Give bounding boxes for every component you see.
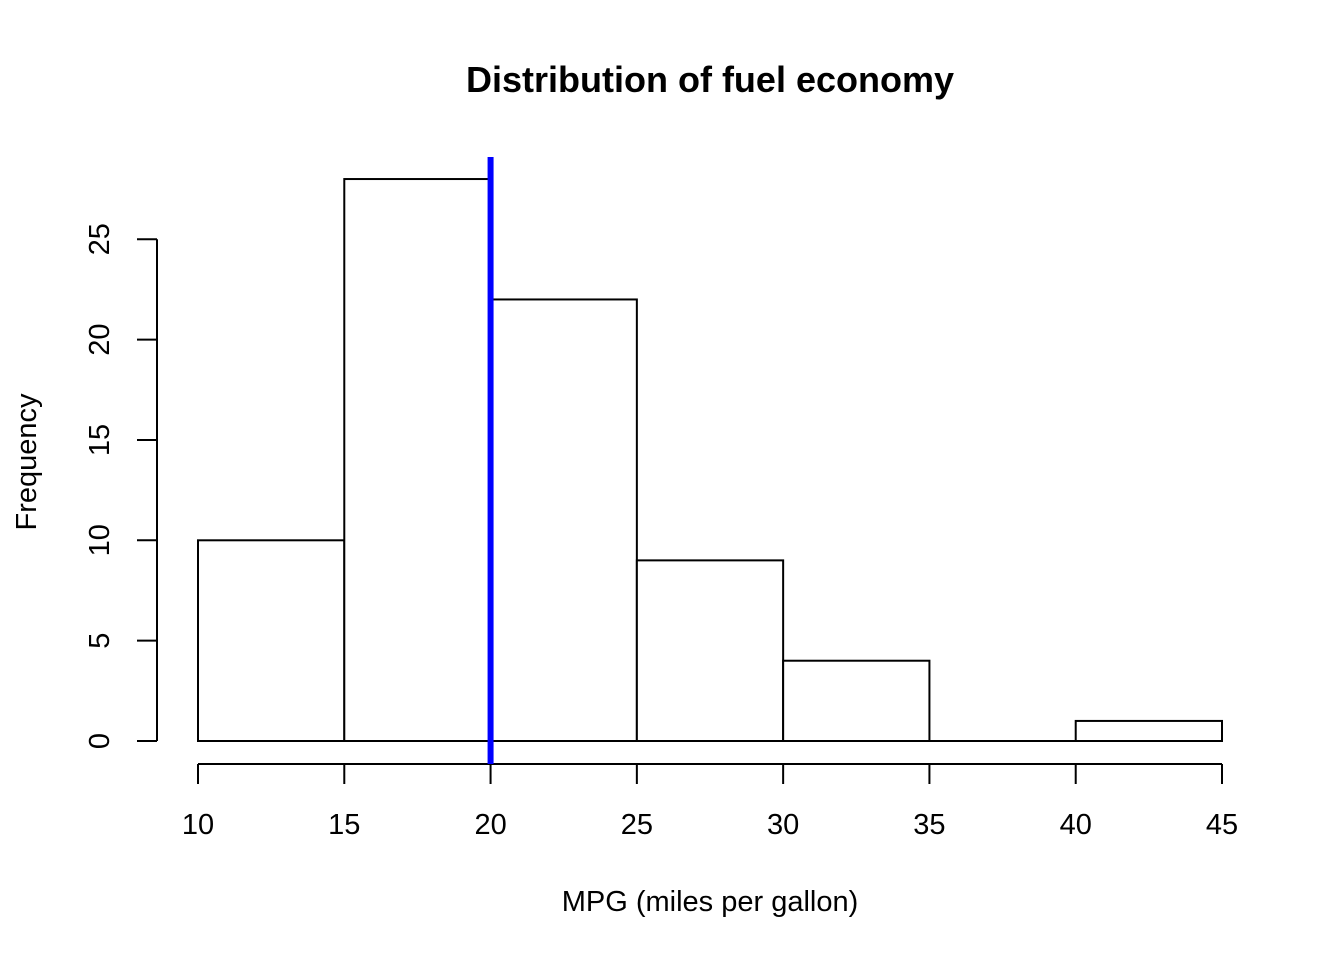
x-axis-title: MPG (miles per gallon) [562, 886, 859, 918]
histogram-bar [197, 539, 346, 742]
x-tick-label: 25 [621, 809, 653, 841]
y-tick-label: 25 [84, 223, 116, 255]
histogram-bar [782, 659, 931, 742]
x-tick-label: 40 [1060, 809, 1092, 841]
y-tick-label: 0 [84, 733, 116, 749]
x-tick-label: 20 [474, 809, 506, 841]
histogram-bar [489, 298, 638, 742]
y-axis: 0 5 10 15 20 25 [84, 223, 158, 749]
x-tick-label: 10 [182, 809, 214, 841]
x-tick-label: 30 [767, 809, 799, 841]
histogram-bars [197, 178, 1223, 743]
y-axis-title: Frequency [11, 393, 43, 531]
x-axis: 10 15 20 25 30 35 40 45 [182, 763, 1238, 841]
histogram-bar [343, 178, 492, 743]
y-tick-label: 20 [84, 323, 116, 355]
x-tick-label: 45 [1206, 809, 1238, 841]
histogram-bar [1074, 719, 1223, 742]
x-tick-label: 35 [913, 809, 945, 841]
y-tick-label: 5 [84, 633, 116, 649]
histogram-bar [635, 559, 785, 742]
x-tick-label: 15 [328, 809, 360, 841]
chart-title: Distribution of fuel economy [466, 59, 954, 100]
y-tick-label: 10 [84, 524, 116, 556]
y-tick-label: 15 [84, 424, 116, 456]
